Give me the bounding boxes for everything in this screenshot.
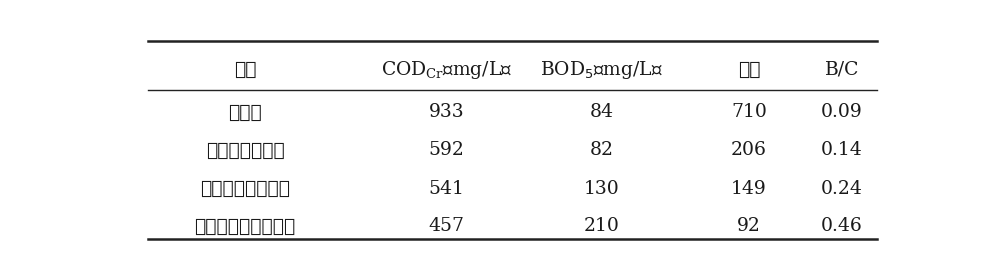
Text: 933: 933	[429, 103, 464, 121]
Text: 0.14: 0.14	[821, 141, 863, 159]
Text: 0.24: 0.24	[821, 180, 863, 198]
Text: 130: 130	[584, 180, 620, 198]
Text: COD$_{\mathregular{Cr}}$（mg/L）: COD$_{\mathregular{Cr}}$（mg/L）	[381, 59, 512, 80]
Text: 氧化前: 氧化前	[228, 102, 262, 122]
Text: B/C: B/C	[825, 61, 859, 79]
Text: 色度: 色度	[738, 60, 760, 79]
Text: 单独臭氧氧化后: 单独臭氧氧化后	[206, 141, 285, 160]
Text: 710: 710	[731, 103, 767, 121]
Text: 210: 210	[584, 217, 620, 235]
Text: 项目: 项目	[234, 60, 256, 79]
Text: 592: 592	[429, 141, 465, 159]
Text: 无光照催化氧化后: 无光照催化氧化后	[200, 179, 290, 198]
Text: 92: 92	[737, 217, 761, 235]
Text: 84: 84	[590, 103, 614, 121]
Text: 457: 457	[429, 217, 465, 235]
Text: 正常光照催化氧化后: 正常光照催化氧化后	[194, 217, 296, 235]
Text: 82: 82	[590, 141, 614, 159]
Text: 149: 149	[731, 180, 767, 198]
Text: 0.46: 0.46	[821, 217, 863, 235]
Text: BOD$_{5}$（mg/L）: BOD$_{5}$（mg/L）	[540, 59, 663, 80]
Text: 0.09: 0.09	[821, 103, 863, 121]
Text: 541: 541	[429, 180, 465, 198]
Text: 206: 206	[731, 141, 767, 159]
